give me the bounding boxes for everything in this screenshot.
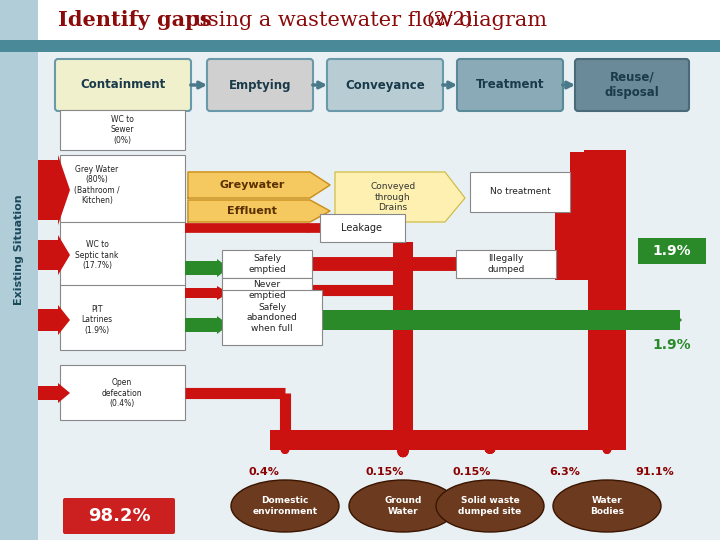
Text: Water
Bodies: Water Bodies bbox=[590, 496, 624, 516]
Bar bbox=[322, 310, 680, 330]
FancyArrow shape bbox=[185, 259, 229, 277]
Text: Safely
abandoned
when full: Safely abandoned when full bbox=[246, 303, 297, 333]
FancyArrow shape bbox=[185, 286, 229, 300]
Text: PIT
Latrines
(1.9%): PIT Latrines (1.9%) bbox=[81, 305, 112, 335]
Bar bbox=[38, 0, 720, 40]
FancyBboxPatch shape bbox=[207, 59, 313, 111]
Text: Ground
Water: Ground Water bbox=[384, 496, 422, 516]
Text: Conveyance: Conveyance bbox=[345, 78, 425, 91]
Text: Open
defecation
(0.4%): Open defecation (0.4%) bbox=[102, 378, 143, 408]
Text: (2/2): (2/2) bbox=[426, 11, 472, 29]
Polygon shape bbox=[188, 200, 330, 222]
Ellipse shape bbox=[436, 480, 544, 532]
Ellipse shape bbox=[349, 480, 457, 532]
Ellipse shape bbox=[231, 480, 339, 532]
Text: Grey Water
(80%)
(Bathroom /
Kitchen): Grey Water (80%) (Bathroom / Kitchen) bbox=[74, 165, 120, 205]
Text: Reuse/
disposal: Reuse/ disposal bbox=[605, 71, 660, 99]
Text: 0.15%: 0.15% bbox=[366, 467, 404, 477]
FancyBboxPatch shape bbox=[575, 59, 689, 111]
Bar bbox=[638, 238, 706, 264]
Text: Solid waste
dumped site: Solid waste dumped site bbox=[459, 496, 521, 516]
Bar bbox=[555, 180, 591, 280]
Bar bbox=[588, 370, 626, 450]
Text: Illegally
dumped: Illegally dumped bbox=[487, 254, 525, 274]
Bar bbox=[320, 214, 405, 242]
Text: 0.4%: 0.4% bbox=[248, 467, 279, 477]
Bar bbox=[588, 175, 626, 380]
Text: Existing Situation: Existing Situation bbox=[14, 195, 24, 305]
Bar bbox=[570, 152, 626, 190]
Text: Containment: Containment bbox=[81, 78, 166, 91]
FancyBboxPatch shape bbox=[457, 59, 563, 111]
FancyArrow shape bbox=[38, 383, 70, 403]
Text: 98.2%: 98.2% bbox=[88, 507, 150, 525]
Bar bbox=[60, 110, 185, 150]
FancyArrow shape bbox=[38, 305, 70, 335]
Bar bbox=[222, 278, 312, 302]
FancyArrow shape bbox=[38, 155, 70, 225]
Bar bbox=[393, 242, 413, 450]
Text: Emptying: Emptying bbox=[229, 78, 292, 91]
FancyBboxPatch shape bbox=[63, 498, 175, 534]
FancyBboxPatch shape bbox=[327, 59, 443, 111]
Text: 91.1%: 91.1% bbox=[636, 467, 675, 477]
Text: No treatment: No treatment bbox=[490, 187, 550, 197]
Text: 0.15%: 0.15% bbox=[453, 467, 491, 477]
Bar bbox=[60, 155, 185, 350]
Text: WC to
Septic tank
(17.7%): WC to Septic tank (17.7%) bbox=[76, 240, 119, 270]
Text: 6.3%: 6.3% bbox=[549, 467, 580, 477]
Bar bbox=[222, 290, 322, 345]
Bar bbox=[456, 250, 556, 278]
Text: 1.9%: 1.9% bbox=[653, 244, 691, 258]
Bar bbox=[270, 430, 626, 450]
Text: Identify gaps: Identify gaps bbox=[58, 10, 212, 30]
Ellipse shape bbox=[553, 480, 661, 532]
FancyArrow shape bbox=[38, 235, 70, 275]
Bar bbox=[0, 40, 720, 52]
Polygon shape bbox=[188, 172, 330, 198]
Text: Safely
emptied: Safely emptied bbox=[248, 254, 286, 274]
Text: Domestic
environment: Domestic environment bbox=[253, 496, 318, 516]
Text: Leakage: Leakage bbox=[341, 223, 382, 233]
Bar bbox=[0, 0, 38, 540]
Bar bbox=[60, 365, 185, 420]
Text: Never
emptied: Never emptied bbox=[248, 280, 286, 300]
FancyArrow shape bbox=[185, 316, 229, 334]
Polygon shape bbox=[335, 172, 465, 222]
Bar bbox=[584, 150, 626, 192]
Text: 1.9%: 1.9% bbox=[653, 338, 691, 352]
Bar bbox=[222, 250, 312, 278]
Text: WC to
Sewer
(0%): WC to Sewer (0%) bbox=[110, 115, 134, 145]
Text: Effluent: Effluent bbox=[227, 206, 277, 216]
Text: Conveyed
through
Drains: Conveyed through Drains bbox=[370, 182, 415, 212]
FancyBboxPatch shape bbox=[55, 59, 191, 111]
Text: Treatment: Treatment bbox=[476, 78, 544, 91]
Bar bbox=[470, 172, 570, 212]
Text: using a wastewater flow diagram: using a wastewater flow diagram bbox=[188, 10, 554, 30]
Text: Greywater: Greywater bbox=[220, 180, 284, 190]
